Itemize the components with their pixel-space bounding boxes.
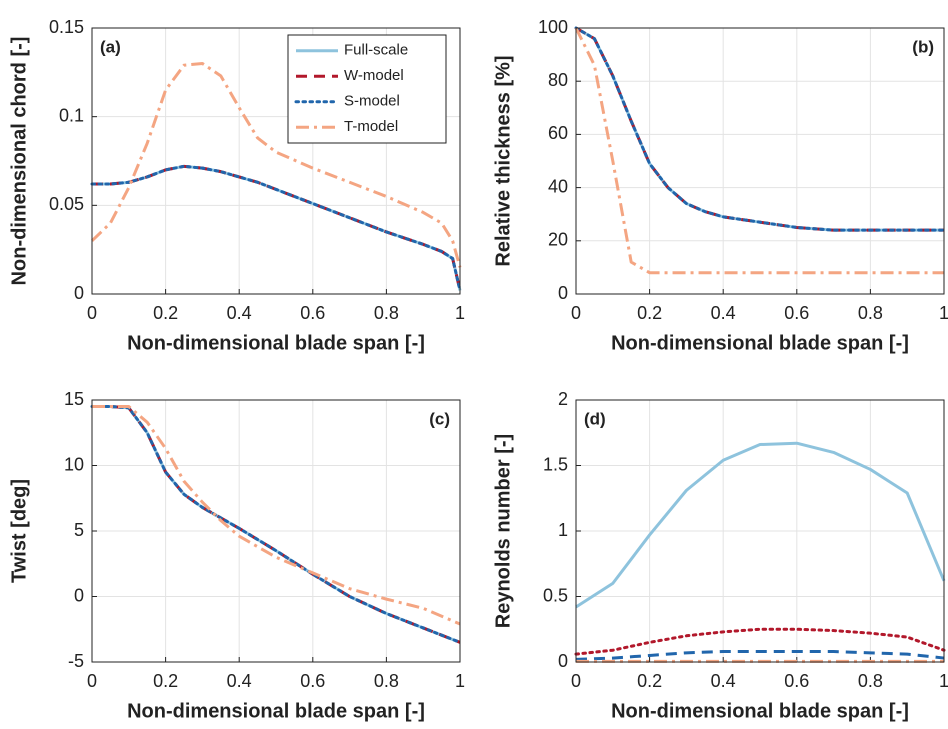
x-tick-label: 0.6 bbox=[784, 303, 809, 323]
series-line bbox=[574, 27, 944, 275]
axes-box bbox=[91, 27, 461, 295]
axes-box bbox=[575, 399, 945, 663]
x-tick-label: 0.8 bbox=[374, 671, 399, 691]
y-tick-label: 60 bbox=[548, 123, 568, 143]
x-tick-label: 0 bbox=[87, 671, 97, 691]
x-tick-label: 0.2 bbox=[637, 671, 662, 691]
y-tick-label: 0 bbox=[74, 283, 84, 303]
x-tick-label: 0.4 bbox=[227, 671, 252, 691]
panel-label: (c) bbox=[429, 409, 450, 428]
x-tick-label: 1 bbox=[939, 671, 948, 691]
x-tick-label: 1 bbox=[939, 303, 948, 323]
x-tick-label: 0.4 bbox=[711, 671, 736, 691]
panel-label: (a) bbox=[100, 37, 121, 56]
x-tick-label: 0 bbox=[87, 303, 97, 323]
y-tick-label: 0.5 bbox=[543, 585, 568, 605]
y-tick-label: 100 bbox=[538, 17, 568, 37]
x-tick-label: 0.4 bbox=[711, 303, 736, 323]
y-tick-label: 0 bbox=[558, 651, 568, 671]
legend: Full-scale W-model S-model T-model bbox=[287, 34, 447, 144]
x-tick-label: 0.8 bbox=[374, 303, 399, 323]
y-axis-label: Non-dimensional chord [-] bbox=[8, 37, 30, 286]
x-tick-label: 0.6 bbox=[784, 671, 809, 691]
series-line bbox=[90, 405, 462, 644]
x-tick-label: 0 bbox=[571, 303, 581, 323]
x-tick-label: 0.6 bbox=[300, 303, 325, 323]
y-tick-label: 80 bbox=[548, 70, 568, 90]
x-tick-label: 1 bbox=[455, 303, 465, 323]
legend-label: S-model bbox=[344, 93, 400, 110]
series-line bbox=[574, 26, 946, 232]
x-tick-label: 0.8 bbox=[858, 671, 883, 691]
y-tick-label: 0.1 bbox=[59, 105, 84, 125]
y-tick-label: 0.15 bbox=[49, 17, 84, 37]
legend-label: T-model bbox=[344, 118, 398, 135]
x-tick-label: 0 bbox=[571, 671, 581, 691]
panel-label: (d) bbox=[584, 409, 606, 428]
plot-area bbox=[576, 28, 944, 294]
y-tick-label: 2 bbox=[558, 389, 568, 409]
series-line bbox=[92, 405, 461, 626]
series-line bbox=[575, 441, 946, 609]
x-axis-label: Non-dimensional blade span [-] bbox=[127, 332, 425, 354]
series-line bbox=[575, 650, 945, 661]
y-axis-label: Relative thickness [%] bbox=[492, 55, 514, 266]
legend-box bbox=[287, 34, 447, 144]
x-tick-label: 0.4 bbox=[227, 303, 252, 323]
y-axis-label: Twist [deg] bbox=[8, 479, 30, 583]
y-tick-label: 20 bbox=[548, 230, 568, 250]
y-tick-label: 1.5 bbox=[543, 454, 568, 474]
axes-box bbox=[91, 399, 461, 663]
x-axis-label: Non-dimensional blade span [-] bbox=[127, 700, 425, 722]
x-tick-label: 0.6 bbox=[300, 671, 325, 691]
y-tick-label: 15 bbox=[64, 389, 84, 409]
x-tick-label: 0.2 bbox=[153, 671, 178, 691]
axes-box bbox=[575, 27, 945, 295]
y-tick-label: 5 bbox=[74, 520, 84, 540]
series-line bbox=[90, 61, 462, 268]
x-tick-label: 0.2 bbox=[637, 303, 662, 323]
x-tick-label: 0.2 bbox=[153, 303, 178, 323]
x-tick-label: 1 bbox=[455, 671, 465, 691]
series-line bbox=[574, 627, 946, 656]
legend-label: W-model bbox=[344, 67, 404, 84]
y-tick-label: 0 bbox=[74, 585, 84, 605]
y-tick-label: 0 bbox=[558, 283, 568, 303]
x-tick-label: 0.8 bbox=[858, 303, 883, 323]
x-axis-label: Non-dimensional blade span [-] bbox=[611, 332, 909, 354]
y-tick-label: 0.05 bbox=[49, 194, 84, 214]
y-tick-label: 40 bbox=[548, 176, 568, 196]
series-line bbox=[90, 164, 462, 292]
y-tick-label: -5 bbox=[68, 651, 84, 671]
legend-label: Full-scale bbox=[344, 42, 408, 59]
y-tick-label: 1 bbox=[558, 520, 568, 540]
x-axis-label: Non-dimensional blade span [-] bbox=[611, 700, 909, 722]
y-axis-label: Reynolds number [-] bbox=[492, 434, 514, 628]
y-tick-label: 10 bbox=[64, 454, 84, 474]
panel-label: (b) bbox=[912, 37, 934, 56]
